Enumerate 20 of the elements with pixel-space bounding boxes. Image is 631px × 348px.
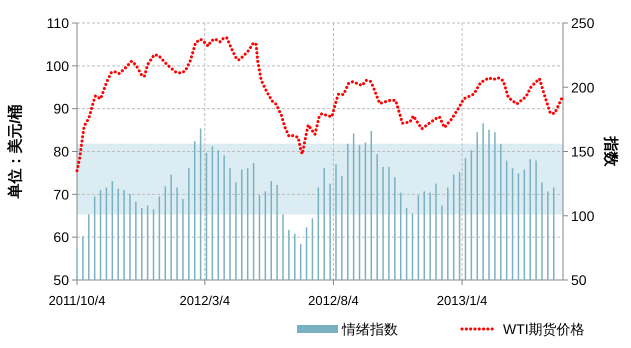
y2-axis-title: 指数 bbox=[602, 136, 619, 168]
y2-tick-label: 50 bbox=[571, 272, 587, 288]
y2-tick-label: 200 bbox=[571, 79, 595, 96]
y2-tick-label: 150 bbox=[571, 144, 595, 160]
y-tick-label: 50 bbox=[53, 272, 70, 288]
legend-label: WTI期货价格 bbox=[503, 321, 585, 337]
x-tick-label: 2011/10/4 bbox=[48, 293, 106, 308]
legend-label: 情绪指数 bbox=[341, 321, 398, 337]
y-tick-label: 110 bbox=[46, 15, 70, 31]
y-axis-title: 单位：美元/桶 bbox=[6, 104, 24, 200]
y2-tick-label: 100 bbox=[571, 208, 595, 224]
x-tick-label: 2012/3/4 bbox=[180, 293, 230, 308]
x-tick-label: 2013/1/4 bbox=[436, 293, 488, 308]
y2-tick-label: 250 bbox=[571, 15, 595, 31]
y-tick-label: 80 bbox=[53, 144, 70, 160]
x-tick-label: 2012/8/4 bbox=[308, 293, 359, 308]
y-tick-label: 100 bbox=[46, 58, 70, 74]
y-tick-label: 60 bbox=[53, 229, 70, 246]
y-tick-label: 90 bbox=[53, 100, 70, 117]
y-tick-label: 70 bbox=[53, 186, 70, 202]
